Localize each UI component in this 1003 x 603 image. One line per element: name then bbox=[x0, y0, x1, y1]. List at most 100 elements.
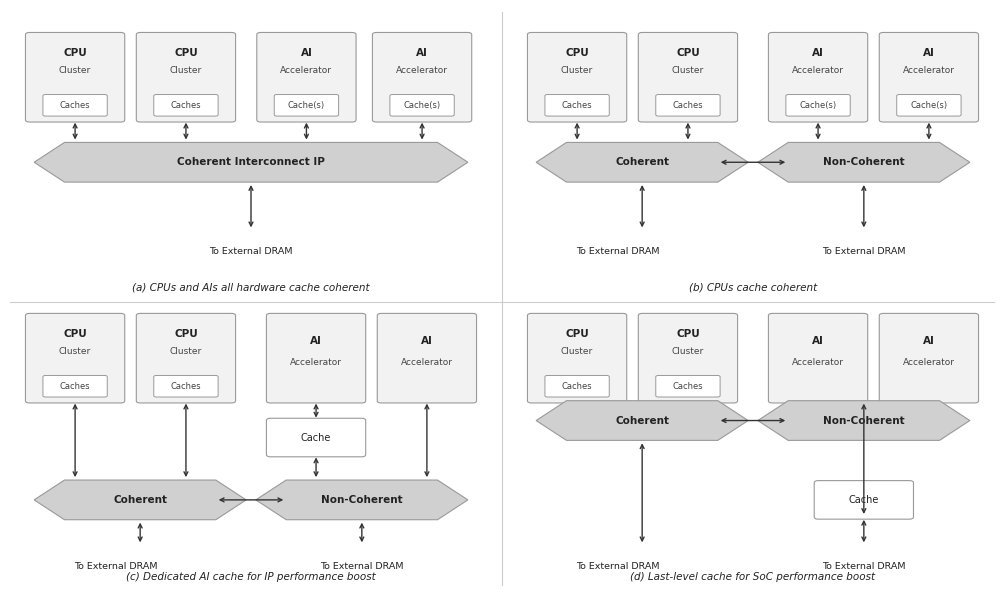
Text: Caches: Caches bbox=[562, 382, 592, 391]
Text: To External DRAM: To External DRAM bbox=[576, 562, 659, 571]
FancyBboxPatch shape bbox=[879, 33, 978, 122]
FancyBboxPatch shape bbox=[25, 314, 124, 403]
Text: Accelerator: Accelerator bbox=[280, 66, 332, 75]
FancyBboxPatch shape bbox=[813, 481, 913, 519]
FancyBboxPatch shape bbox=[638, 314, 737, 403]
Text: Cache(s): Cache(s) bbox=[910, 101, 947, 110]
FancyBboxPatch shape bbox=[25, 33, 124, 122]
Text: Accelerator: Accelerator bbox=[400, 358, 452, 367]
Text: (d) Last-level cache for SoC performance boost: (d) Last-level cache for SoC performance… bbox=[630, 572, 875, 582]
Text: AI: AI bbox=[300, 48, 312, 58]
FancyBboxPatch shape bbox=[767, 33, 867, 122]
Text: Caches: Caches bbox=[171, 382, 201, 391]
FancyBboxPatch shape bbox=[274, 95, 338, 116]
Text: Cluster: Cluster bbox=[59, 347, 91, 356]
Text: To External DRAM: To External DRAM bbox=[821, 247, 905, 256]
Text: AI: AI bbox=[310, 336, 322, 346]
Text: Cache(s): Cache(s) bbox=[288, 101, 325, 110]
Text: Accelerator: Accelerator bbox=[396, 66, 447, 75]
FancyBboxPatch shape bbox=[372, 33, 471, 122]
Text: Caches: Caches bbox=[60, 101, 90, 110]
FancyBboxPatch shape bbox=[545, 376, 609, 397]
FancyBboxPatch shape bbox=[545, 95, 609, 116]
Text: AI: AI bbox=[811, 48, 823, 58]
FancyBboxPatch shape bbox=[266, 314, 365, 403]
Text: Coherent Interconnect IP: Coherent Interconnect IP bbox=[177, 157, 325, 167]
FancyBboxPatch shape bbox=[43, 376, 107, 397]
FancyBboxPatch shape bbox=[136, 33, 236, 122]
Polygon shape bbox=[757, 142, 969, 182]
Text: AI: AI bbox=[811, 336, 823, 346]
FancyBboxPatch shape bbox=[527, 33, 626, 122]
Text: CPU: CPU bbox=[675, 329, 699, 339]
Text: Coherent: Coherent bbox=[113, 495, 166, 505]
Text: To External DRAM: To External DRAM bbox=[320, 562, 403, 571]
Text: Non-Coherent: Non-Coherent bbox=[822, 157, 904, 167]
Text: Cache: Cache bbox=[301, 432, 331, 443]
Text: (a) CPUs and AIs all hardware cache coherent: (a) CPUs and AIs all hardware cache cohe… bbox=[132, 283, 369, 292]
FancyBboxPatch shape bbox=[655, 376, 719, 397]
Text: Caches: Caches bbox=[60, 382, 90, 391]
Text: Cluster: Cluster bbox=[59, 66, 91, 75]
Text: Accelerator: Accelerator bbox=[290, 358, 342, 367]
FancyBboxPatch shape bbox=[767, 314, 867, 403]
Text: (b) CPUs cache coherent: (b) CPUs cache coherent bbox=[688, 283, 816, 292]
Polygon shape bbox=[757, 400, 969, 440]
FancyBboxPatch shape bbox=[377, 314, 476, 403]
Text: CPU: CPU bbox=[565, 48, 589, 58]
Text: Caches: Caches bbox=[171, 101, 201, 110]
FancyBboxPatch shape bbox=[43, 95, 107, 116]
Polygon shape bbox=[536, 400, 747, 440]
Polygon shape bbox=[34, 142, 467, 182]
Text: Coherent: Coherent bbox=[615, 415, 668, 426]
Text: Accelerator: Accelerator bbox=[791, 358, 844, 367]
FancyBboxPatch shape bbox=[257, 33, 356, 122]
FancyBboxPatch shape bbox=[136, 314, 236, 403]
Text: Cache(s): Cache(s) bbox=[798, 101, 835, 110]
Text: AI: AI bbox=[922, 48, 934, 58]
Text: Cluster: Cluster bbox=[561, 347, 593, 356]
Text: Accelerator: Accelerator bbox=[902, 358, 954, 367]
Text: To External DRAM: To External DRAM bbox=[209, 247, 293, 256]
Text: Caches: Caches bbox=[672, 101, 702, 110]
Text: CPU: CPU bbox=[174, 329, 198, 339]
FancyBboxPatch shape bbox=[266, 418, 365, 457]
FancyBboxPatch shape bbox=[655, 95, 719, 116]
Polygon shape bbox=[256, 480, 467, 520]
Text: Cache: Cache bbox=[848, 495, 879, 505]
Text: Cluster: Cluster bbox=[170, 66, 202, 75]
Text: (c) Dedicated AI cache for IP performance boost: (c) Dedicated AI cache for IP performanc… bbox=[126, 572, 375, 582]
FancyBboxPatch shape bbox=[153, 376, 218, 397]
Text: Coherent: Coherent bbox=[615, 157, 668, 167]
Text: Cluster: Cluster bbox=[671, 66, 703, 75]
Text: Caches: Caches bbox=[672, 382, 702, 391]
Text: CPU: CPU bbox=[174, 48, 198, 58]
FancyBboxPatch shape bbox=[389, 95, 453, 116]
FancyBboxPatch shape bbox=[879, 314, 978, 403]
Text: AI: AI bbox=[415, 48, 427, 58]
FancyBboxPatch shape bbox=[638, 33, 737, 122]
Text: Cluster: Cluster bbox=[671, 347, 703, 356]
FancyBboxPatch shape bbox=[153, 95, 218, 116]
Text: Cluster: Cluster bbox=[170, 347, 202, 356]
Text: CPU: CPU bbox=[63, 48, 87, 58]
Text: CPU: CPU bbox=[675, 48, 699, 58]
Text: Accelerator: Accelerator bbox=[902, 66, 954, 75]
Text: AI: AI bbox=[420, 336, 432, 346]
Text: To External DRAM: To External DRAM bbox=[74, 562, 157, 571]
Text: Caches: Caches bbox=[562, 101, 592, 110]
FancyBboxPatch shape bbox=[785, 95, 850, 116]
Text: CPU: CPU bbox=[565, 329, 589, 339]
FancyBboxPatch shape bbox=[527, 314, 626, 403]
Text: Cluster: Cluster bbox=[561, 66, 593, 75]
Text: Non-Coherent: Non-Coherent bbox=[321, 495, 402, 505]
Text: Accelerator: Accelerator bbox=[791, 66, 844, 75]
Text: Non-Coherent: Non-Coherent bbox=[822, 415, 904, 426]
Polygon shape bbox=[34, 480, 246, 520]
Text: To External DRAM: To External DRAM bbox=[821, 562, 905, 571]
Text: CPU: CPU bbox=[63, 329, 87, 339]
Polygon shape bbox=[536, 142, 747, 182]
Text: Cache(s): Cache(s) bbox=[403, 101, 440, 110]
Text: AI: AI bbox=[922, 336, 934, 346]
Text: To External DRAM: To External DRAM bbox=[576, 247, 659, 256]
